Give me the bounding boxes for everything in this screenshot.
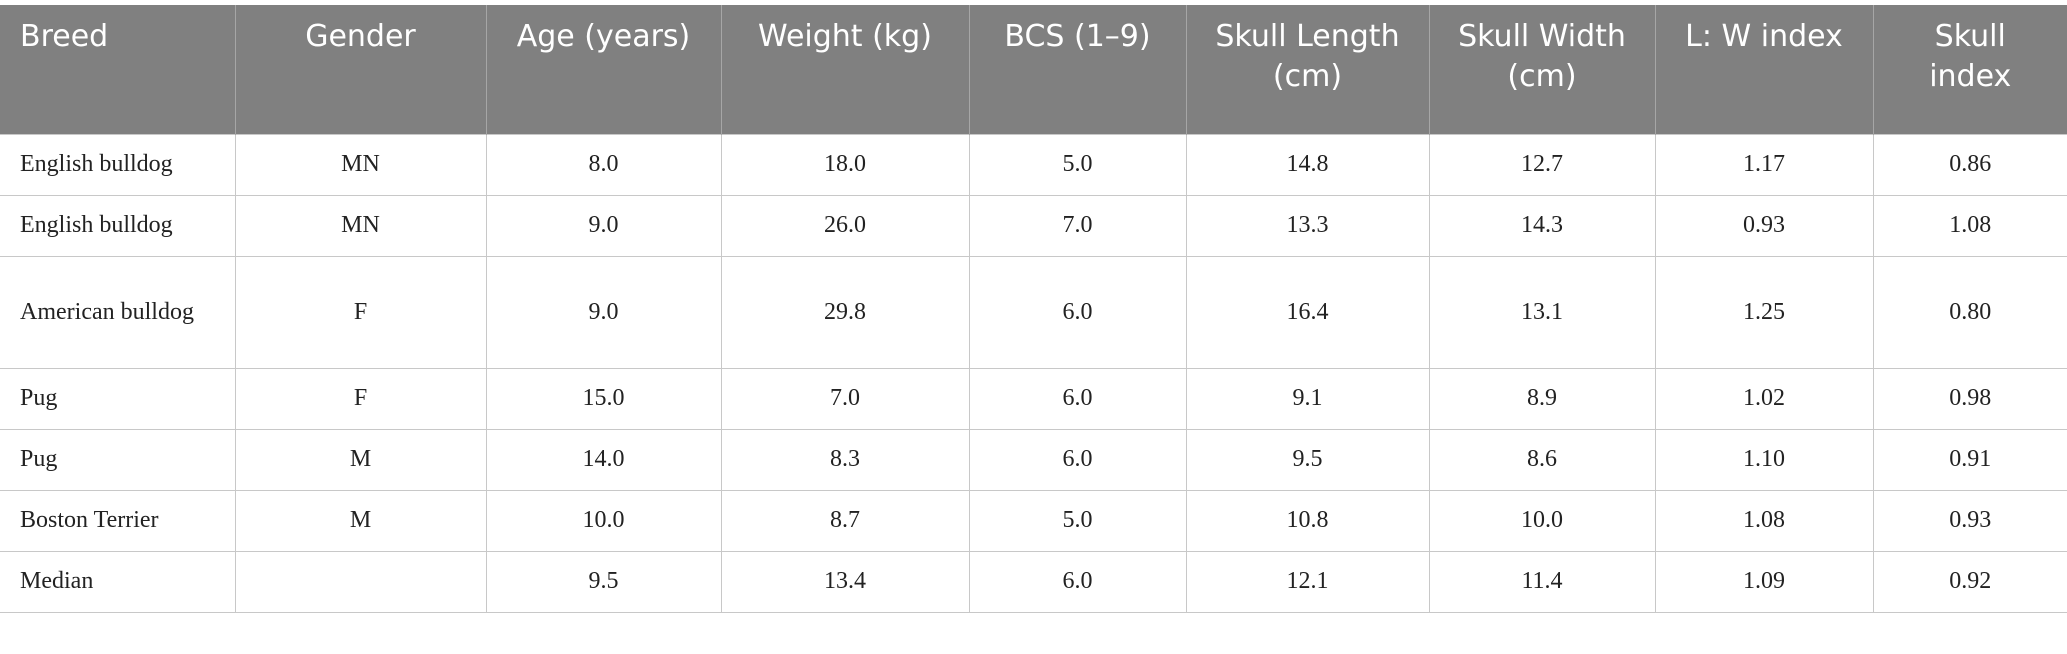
- table-cell: F: [234, 255, 487, 369]
- table-row: Pug F 15.0 7.0 6.0 9.1 8.9 1.02 0.98: [0, 367, 2067, 430]
- column-header: Weight (kg): [720, 5, 969, 134]
- table-cell: 13.1: [1428, 255, 1656, 369]
- table-cell: 9.5: [485, 550, 722, 613]
- table-cell: 8.6: [1428, 428, 1656, 491]
- table-cell: 15.0: [485, 367, 722, 430]
- table-cell: F: [234, 367, 487, 430]
- table-cell: 6.0: [968, 428, 1187, 491]
- table-cell: 0.86: [1872, 133, 2067, 196]
- table-cell: 14.0: [485, 428, 722, 491]
- table-cell: 13.3: [1185, 194, 1430, 257]
- table-cell: 11.4: [1428, 550, 1656, 613]
- table-cell: [234, 550, 487, 613]
- table-cell: 14.3: [1428, 194, 1656, 257]
- table-cell: 0.92: [1872, 550, 2067, 613]
- table-cell: 6.0: [968, 550, 1187, 613]
- row-label: English bulldog: [0, 194, 236, 257]
- table-cell: 1.02: [1654, 367, 1874, 430]
- table-cell: 5.0: [968, 489, 1187, 552]
- table-cell: MN: [234, 133, 487, 196]
- table-cell: 1.08: [1872, 194, 2067, 257]
- table-cell: 12.7: [1428, 133, 1656, 196]
- table-cell: 5.0: [968, 133, 1187, 196]
- column-header: Skull index: [1872, 5, 2067, 134]
- table-cell: 8.9: [1428, 367, 1656, 430]
- table-cell: 9.0: [485, 255, 722, 369]
- table-cell: 29.8: [720, 255, 970, 369]
- table-cell: 1.17: [1654, 133, 1874, 196]
- row-label: Pug: [0, 428, 236, 491]
- table-cell: 8.7: [720, 489, 970, 552]
- table-cell: 12.1: [1185, 550, 1430, 613]
- table-cell: 10.0: [485, 489, 722, 552]
- column-header: Age (years): [485, 5, 721, 134]
- table-cell: 6.0: [968, 367, 1187, 430]
- row-label: Pug: [0, 367, 236, 430]
- row-label: Median: [0, 550, 236, 613]
- table-cell: 7.0: [720, 367, 970, 430]
- table-cell: 26.0: [720, 194, 970, 257]
- row-label: Boston Terrier: [0, 489, 236, 552]
- table-cell: 1.10: [1654, 428, 1874, 491]
- table-cell: 16.4: [1185, 255, 1430, 369]
- table-row: Median 9.5 13.4 6.0 12.1 11.4 1.09 0.92: [0, 550, 2067, 613]
- column-header: L: W index: [1654, 5, 1873, 134]
- table-cell: 0.91: [1872, 428, 2067, 491]
- table-cell: 8.0: [485, 133, 722, 196]
- table-cell: 0.80: [1872, 255, 2067, 369]
- column-header: Skull Length (cm): [1185, 5, 1429, 134]
- data-table: Breed Gender Age (years) Weight (kg) BCS (1–…: [0, 5, 2067, 613]
- table-cell: 18.0: [720, 133, 970, 196]
- table-cell: M: [234, 428, 487, 491]
- column-header: Skull Width (cm): [1428, 5, 1655, 134]
- table-cell: 0.93: [1654, 194, 1874, 257]
- column-header: Gender: [234, 5, 486, 134]
- table-cell: MN: [234, 194, 487, 257]
- row-label: English bulldog: [0, 133, 236, 196]
- table-cell: 1.08: [1654, 489, 1874, 552]
- table-cell: 9.0: [485, 194, 722, 257]
- table-cell: 0.93: [1872, 489, 2067, 552]
- table-cell: 7.0: [968, 194, 1187, 257]
- column-header: BCS (1–9): [968, 5, 1186, 134]
- table-cell: 6.0: [968, 255, 1187, 369]
- column-header: Breed: [0, 5, 235, 134]
- table-row: Boston Terrier M 10.0 8.7 5.0 10.8 10.0 1.08 0.9…: [0, 489, 2067, 552]
- row-label: American bulldog: [0, 255, 236, 369]
- header-row: Breed Gender Age (years) Weight (kg) BCS (1–…: [0, 5, 2067, 134]
- table-row: Pug M 14.0 8.3 6.0 9.5 8.6 1.10 0.91: [0, 428, 2067, 491]
- table-cell: 13.4: [720, 550, 970, 613]
- table-cell: 8.3: [720, 428, 970, 491]
- table-cell: 9.5: [1185, 428, 1430, 491]
- table-row: English bulldog MN 9.0 26.0 7.0 13.3 14.3 0.93 1…: [0, 194, 2067, 257]
- table-cell: 1.09: [1654, 550, 1874, 613]
- table-row: American bulldog F 9.0 29.8 6.0 16.4 13.1 1.25 0…: [0, 255, 2067, 369]
- table-cell: 10.8: [1185, 489, 1430, 552]
- table-cell: 9.1: [1185, 367, 1430, 430]
- table-cell: 14.8: [1185, 133, 1430, 196]
- table-cell: M: [234, 489, 487, 552]
- table-row: English bulldog MN 8.0 18.0 5.0 14.8 12.7 1.17 0…: [0, 133, 2067, 196]
- table-cell: 1.25: [1654, 255, 1874, 369]
- table-cell: 10.0: [1428, 489, 1656, 552]
- table-cell: 0.98: [1872, 367, 2067, 430]
